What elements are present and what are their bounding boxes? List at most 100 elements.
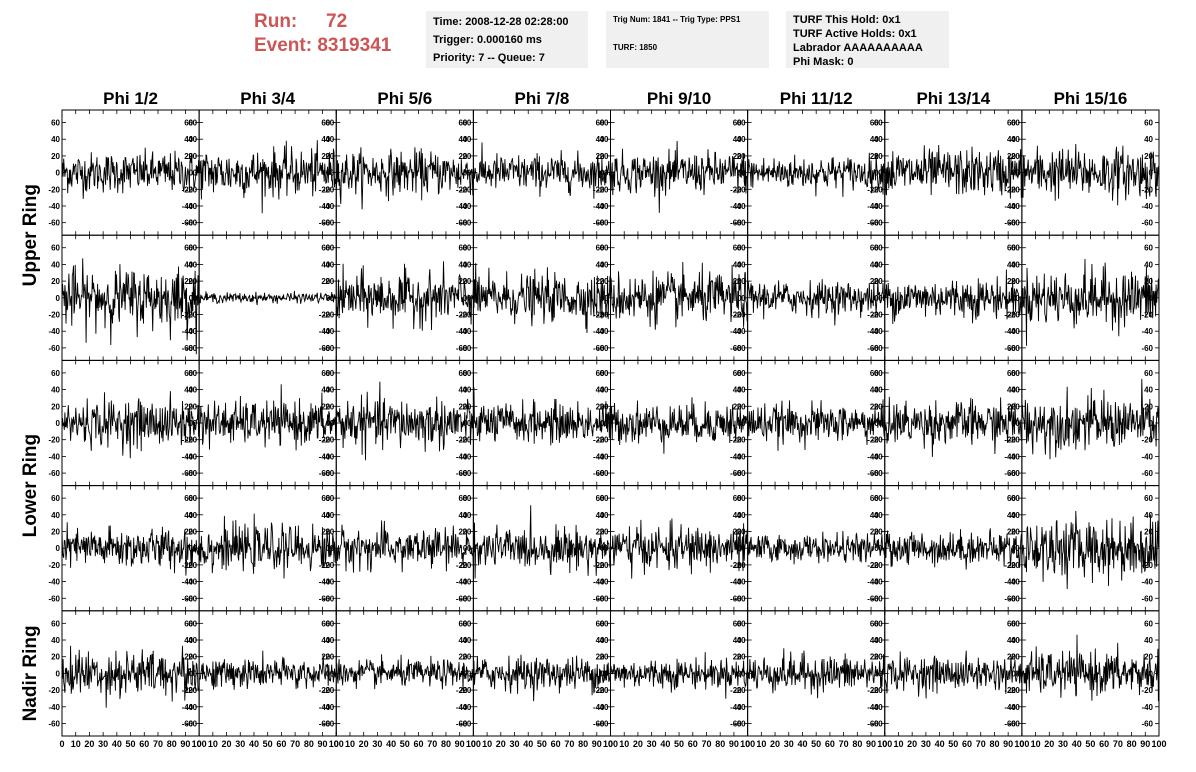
- y-tick-label: 20: [321, 653, 330, 662]
- y-tick-label: -20: [456, 686, 468, 695]
- y-tick-label: 40: [1144, 511, 1153, 520]
- y-tick-label: 20: [733, 528, 742, 537]
- y-tick-label: -60: [593, 469, 605, 478]
- y-tick-label: -40: [1141, 452, 1153, 461]
- y-tick-label: -20: [593, 561, 605, 570]
- waveform-trace: [472, 142, 611, 199]
- x-tick-label: 70: [839, 739, 849, 749]
- y-tick-label: 60: [874, 244, 883, 253]
- y-tick-label: -20: [186, 185, 198, 194]
- y-tick-label: -40: [186, 452, 198, 461]
- waveform-trace: [61, 522, 200, 576]
- x-tick-label: 20: [84, 739, 94, 749]
- x-tick-label: 80: [852, 739, 862, 749]
- event-row: Event: 8319341: [254, 34, 391, 58]
- y-tick-label: 0: [193, 294, 198, 303]
- column-header: Phi 5/6: [377, 89, 432, 108]
- y-tick-label: -40: [323, 578, 335, 587]
- y-tick-label: 40: [321, 135, 330, 144]
- y-tick-label: 20: [737, 152, 746, 161]
- y-tick-label: 20: [462, 528, 471, 537]
- x-tick-label: 0: [1019, 739, 1024, 749]
- y-tick-label: 40: [1144, 260, 1153, 269]
- x-tick-label: 10: [619, 739, 629, 749]
- y-tick-label: -20: [597, 436, 609, 445]
- x-tick-label: 40: [660, 739, 670, 749]
- y-tick-label: 20: [51, 653, 60, 662]
- y-tick-label: -40: [867, 578, 879, 587]
- turf-info-box: TURF This Hold: 0x1 TURF Active Holds: 0…: [786, 11, 949, 68]
- x-tick-label: 70: [564, 739, 574, 749]
- y-tick-label: 40: [462, 135, 471, 144]
- y-tick-label: -60: [186, 719, 198, 728]
- x-tick-label: 50: [811, 739, 821, 749]
- y-tick-label: 60: [184, 119, 193, 128]
- y-tick-label: 0: [1015, 294, 1020, 303]
- y-tick-label: 0: [467, 294, 472, 303]
- y-tick-label: 40: [188, 511, 197, 520]
- y-tick-label: 60: [874, 494, 883, 503]
- y-tick-label: 0: [600, 419, 605, 428]
- y-tick-label: -60: [734, 594, 746, 603]
- waveform-trace: [1021, 634, 1160, 702]
- y-tick-label: 20: [596, 528, 605, 537]
- y-tick-label: 0: [56, 419, 61, 428]
- y-tick-label: -60: [456, 594, 468, 603]
- y-tick-label: 60: [184, 244, 193, 253]
- y-tick-label: -20: [182, 185, 194, 194]
- x-tick-label: 70: [153, 739, 163, 749]
- y-tick-label: -60: [867, 594, 879, 603]
- waveform-trace: [747, 648, 886, 699]
- y-tick-label: -60: [734, 469, 746, 478]
- y-tick-label: -60: [1008, 719, 1020, 728]
- y-tick-label: -40: [734, 202, 746, 211]
- y-tick-label: -20: [456, 185, 468, 194]
- waveform-trace: [61, 147, 200, 199]
- y-tick-label: 20: [188, 152, 197, 161]
- y-tick-label: -20: [1141, 686, 1153, 695]
- x-tick-label: 90: [729, 739, 739, 749]
- column-header: Phi 3/4: [240, 89, 295, 108]
- y-tick-label: 20: [458, 653, 467, 662]
- y-tick-label: 0: [189, 169, 194, 178]
- y-tick-label: -40: [730, 327, 742, 336]
- y-tick-label: -20: [186, 686, 198, 695]
- run-label: Run:: [254, 11, 298, 32]
- y-tick-label: -20: [867, 561, 879, 570]
- y-tick-label: 60: [462, 244, 471, 253]
- y-tick-label: 40: [733, 260, 742, 269]
- x-tick-label: 100: [329, 739, 344, 749]
- trigger-text: Trigger: 0.000160 ms: [433, 34, 542, 46]
- waveform-trace: [610, 518, 749, 579]
- y-tick-label: 20: [874, 653, 883, 662]
- run-event-header: Run: 72 Event: 8319341: [254, 10, 391, 58]
- waveform-trace: [747, 530, 886, 565]
- y-tick-label: -20: [593, 686, 605, 695]
- y-tick-label: 40: [321, 386, 330, 395]
- y-tick-label: 20: [1007, 152, 1016, 161]
- y-tick-label: 60: [1144, 494, 1153, 503]
- y-tick-label: 40: [1007, 511, 1016, 520]
- y-tick-label: 60: [188, 494, 197, 503]
- x-tick-label: 90: [866, 739, 876, 749]
- y-tick-label: 60: [1007, 119, 1016, 128]
- y-tick-label: 60: [737, 369, 746, 378]
- y-tick-label: 40: [188, 636, 197, 645]
- waveform-trace: [884, 528, 1023, 570]
- y-tick-label: 60: [870, 244, 879, 253]
- y-tick-label: 40: [458, 386, 467, 395]
- x-tick-label: 40: [935, 739, 945, 749]
- y-tick-label: -20: [867, 185, 879, 194]
- y-tick-label: -40: [867, 327, 879, 336]
- y-tick-label: 20: [737, 528, 746, 537]
- y-tick-label: 20: [600, 152, 609, 161]
- y-tick-label: -40: [871, 703, 883, 712]
- y-tick-label: -60: [460, 344, 472, 353]
- y-tick-label: 20: [874, 277, 883, 286]
- y-tick-label: 60: [321, 369, 330, 378]
- y-tick-label: 40: [325, 260, 334, 269]
- y-tick-label: -60: [1141, 469, 1153, 478]
- y-tick-label: -20: [871, 686, 883, 695]
- x-tick-label: 0: [197, 739, 202, 749]
- y-tick-label: 0: [467, 419, 472, 428]
